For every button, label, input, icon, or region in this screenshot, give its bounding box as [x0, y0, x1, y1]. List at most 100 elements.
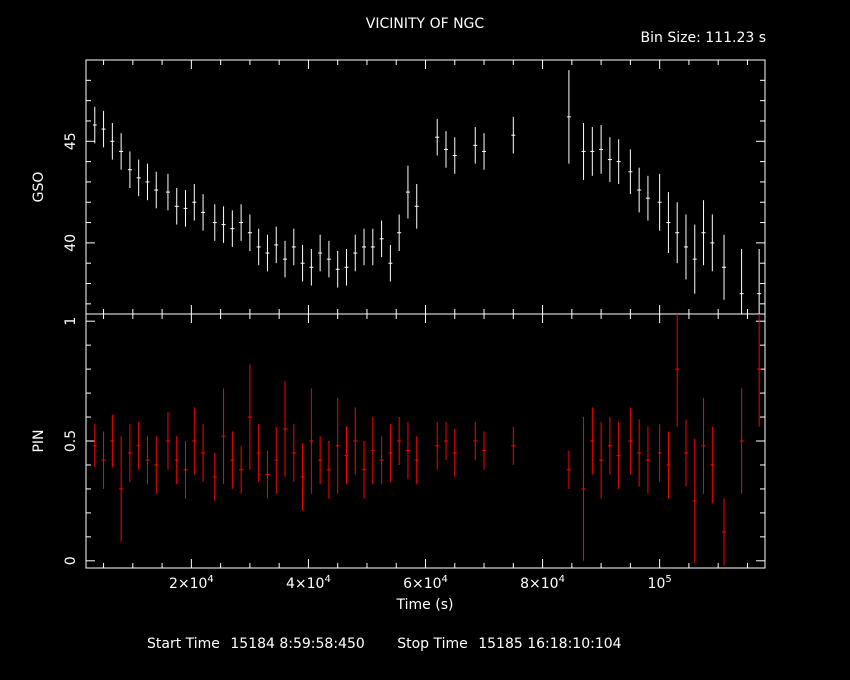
pin-data-point [283, 381, 288, 477]
pin-data-point [154, 436, 159, 494]
gso-data-point [119, 133, 124, 170]
pin-data [92, 314, 762, 566]
gso-data-point [283, 240, 288, 278]
pin-data-point [757, 314, 762, 427]
pin-data-point [101, 431, 106, 489]
gso-data-point [192, 183, 197, 221]
gso-data-point [616, 139, 621, 184]
pin-data-point [405, 421, 410, 480]
gso-data-point [435, 118, 440, 156]
gso-data-point [645, 175, 650, 221]
pin-data-point [370, 417, 375, 485]
gso-data-point [110, 122, 115, 160]
gso-data-point [414, 183, 419, 229]
pin-data-point [657, 424, 662, 482]
gso-data-point [405, 165, 410, 219]
pin-data-point [675, 314, 680, 427]
gso-data-point [136, 159, 141, 197]
gso-data-point [291, 228, 296, 266]
pin-data-point [344, 426, 349, 485]
start-time-value: 15184 8:59:58:450 [230, 636, 365, 652]
pin-data-point [388, 424, 393, 482]
gso-y-tick-label: 40 [63, 234, 79, 252]
gso-data-point [92, 106, 97, 144]
gso-data-point [154, 171, 159, 209]
x-tick-label: 4×104 [286, 574, 331, 592]
pin-data-point [335, 397, 340, 494]
pin-data-point [581, 417, 586, 561]
pin-y-tick-label: 1 [63, 317, 79, 326]
gso-data-point [657, 173, 662, 231]
pin-data-point [136, 421, 141, 470]
gso-data-point [265, 234, 270, 272]
pin-panel: 0 0.5 1 2×104 4×104 6×104 8×104 105 PIN [31, 313, 766, 592]
pin-data-point [230, 431, 235, 489]
pin-data-point [247, 364, 252, 470]
pin-data-point [145, 436, 150, 485]
pin-data-point [435, 421, 440, 470]
gso-ticks: 40 45 [63, 59, 765, 314]
gso-data-point [722, 234, 727, 300]
pin-data-point [92, 424, 97, 468]
pin-data-point [599, 421, 604, 499]
gso-data-point [599, 125, 604, 174]
pin-data-point [127, 424, 132, 482]
pin-data-point [291, 424, 296, 482]
gso-data-point [300, 244, 305, 282]
gso-data-point [452, 137, 457, 174]
gso-data-point [710, 214, 715, 272]
pin-data-point [212, 452, 217, 501]
gso-data-point [256, 228, 261, 266]
gso-data-point [590, 127, 595, 176]
gso-data-point [212, 204, 217, 241]
pin-data-point [397, 417, 402, 465]
gso-data-point [683, 214, 688, 280]
gso-data-point [201, 194, 206, 231]
gso-data-point [692, 224, 697, 294]
pin-data-point [239, 445, 244, 494]
gso-data-point [101, 110, 106, 148]
pin-data-point [443, 421, 448, 461]
x-tick-label: 6×104 [403, 574, 448, 592]
pin-data-point [414, 436, 419, 485]
x-tick-label: 8×104 [520, 574, 565, 592]
pin-data-point [353, 407, 358, 475]
gso-data-point [397, 214, 402, 252]
pin-data-point [710, 426, 715, 504]
gso-data-point [127, 151, 132, 189]
x-tick-label: 2×104 [169, 574, 214, 592]
pin-data-point [692, 438, 697, 564]
gso-data-point [183, 190, 188, 227]
gso-data-point [637, 167, 642, 213]
pin-data-point [318, 436, 323, 485]
pin-data-point [174, 436, 179, 485]
pin-data-point [616, 421, 621, 489]
pin-data-point [590, 407, 595, 475]
pin-data-point [265, 450, 270, 499]
pin-data-point [473, 421, 478, 461]
gso-data-point [353, 234, 358, 272]
pin-data-point [628, 407, 633, 475]
pin-data-point [201, 424, 206, 482]
gso-data-point [628, 149, 633, 195]
pin-data-point [183, 441, 188, 499]
gso-data-point [739, 248, 744, 314]
gso-data-point [344, 248, 349, 286]
pin-data-point [256, 424, 261, 482]
pin-data-point [482, 431, 487, 470]
pin-data-point [362, 441, 367, 499]
gso-data-point [362, 228, 367, 266]
pin-data-point [739, 388, 744, 494]
pin-data-point [309, 388, 314, 494]
pin-data-point [119, 436, 124, 542]
gso-data-point [701, 200, 706, 266]
gso-data-point [145, 163, 150, 201]
gso-data-point [174, 188, 179, 225]
gso-data-point [318, 234, 323, 272]
pin-data-point [683, 419, 688, 487]
pin-frame [85, 313, 766, 569]
pin-data-point [666, 431, 671, 499]
pin-data-point [192, 407, 197, 475]
gso-data-point [607, 137, 612, 182]
gso-data-point [274, 226, 279, 264]
